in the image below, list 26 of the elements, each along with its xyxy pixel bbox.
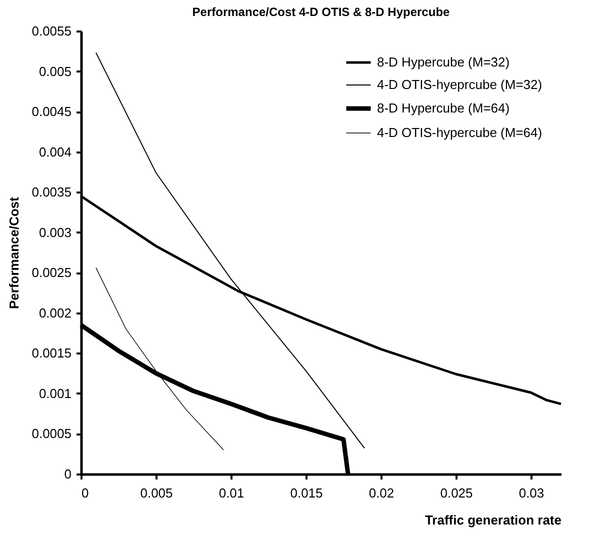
- x-axis-title: Traffic generation rate: [424, 512, 562, 528]
- y-tick-label: 0.0055: [32, 24, 72, 38]
- legend-label: 8-D Hypercube (M=32): [377, 54, 510, 70]
- x-tick-label: 0.02: [368, 486, 394, 500]
- y-tick-label: 0.002: [38, 305, 72, 320]
- chart-title: Performance/Cost 4-D OTIS & 8-D Hypercube: [192, 5, 450, 19]
- y-tick-label: 0.0005: [32, 426, 72, 442]
- y-tick-label: 0.0045: [32, 104, 72, 120]
- legend-label: 8-D Hypercube (M=64): [377, 100, 510, 116]
- y-axis-title: Performance/Cost: [6, 196, 22, 309]
- y-tick-label: 0: [64, 466, 72, 482]
- x-tick-label: 0.03: [518, 486, 544, 500]
- y-tick-label: 0.004: [38, 144, 72, 160]
- legend-label: 4-D OTIS-hyeprcube (M=32): [377, 77, 542, 92]
- x-tick-label: 0.005: [140, 486, 173, 500]
- x-tick-label: 0.025: [440, 486, 473, 500]
- y-tick-label: 0.0015: [32, 346, 72, 361]
- legend-label: 4-D OTIS-hypercube (M=64): [377, 125, 542, 140]
- x-tick-label: 0.015: [290, 486, 323, 500]
- y-tick-label: 0.0025: [32, 265, 72, 280]
- x-tick-label: 0.01: [218, 486, 244, 500]
- y-tick-label: 0.0035: [32, 184, 72, 200]
- y-tick-label: 0.005: [38, 64, 72, 79]
- x-tick-label: 0: [82, 486, 89, 500]
- y-tick-label: 0.001: [38, 386, 72, 401]
- y-tick-label: 0.003: [38, 224, 72, 240]
